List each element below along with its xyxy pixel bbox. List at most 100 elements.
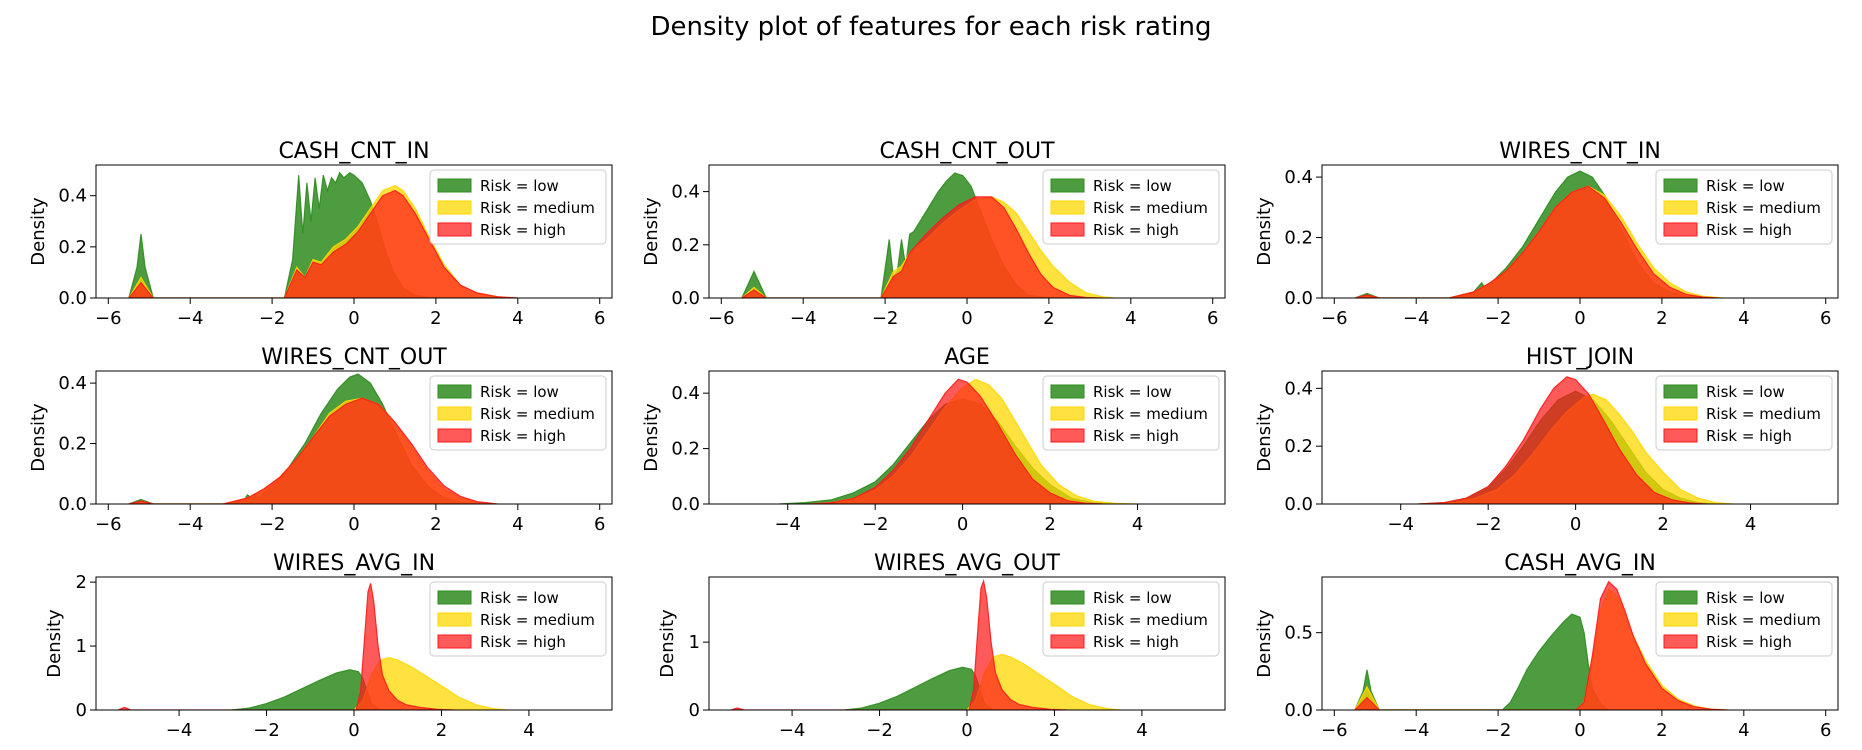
legend-label: Risk = medium (1706, 405, 1821, 423)
legend-label: Risk = medium (1706, 611, 1821, 629)
legend-swatch-low (1663, 590, 1698, 605)
x-tick-label: −2 (862, 514, 889, 535)
y-axis-label: Density (641, 197, 662, 266)
subplot-cash-cnt-in: CASH_CNT_IN −6 −4 −2 0 2 4 6 0.0 0.2 0.4 Density Ris… (28, 139, 613, 329)
legend: Risk = low Risk = medium Risk = high (1655, 169, 1833, 245)
y-axis-label: Density (641, 403, 662, 472)
x-tick-label: 0 (348, 514, 359, 535)
x-tick-label: 2 (1043, 308, 1054, 329)
legend-swatch-high (1050, 222, 1085, 237)
x-tick-label: −2 (253, 720, 280, 741)
y-tick-label: 0.4 (1284, 167, 1313, 188)
subplot-title: WIRES_AVG_IN (273, 551, 435, 576)
density-area-high (1418, 376, 1707, 504)
legend-swatch-medium (1663, 406, 1698, 421)
x-tick-label: 0 (1574, 308, 1585, 329)
x-tick-label: 4 (512, 514, 523, 535)
y-tick-label: 2 (76, 572, 87, 593)
x-tick-label: 2 (1049, 720, 1060, 741)
x-tick-label: −6 (95, 308, 122, 329)
legend: Risk = low Risk = medium Risk = high (429, 375, 607, 451)
legend-label: Risk = medium (1093, 405, 1208, 423)
x-tick-label: −6 (1321, 720, 1348, 741)
x-tick-label: 4 (1132, 514, 1143, 535)
legend-label: Risk = low (1706, 589, 1785, 607)
density-area-low (1354, 613, 1610, 710)
legend: Risk = low Risk = medium Risk = high (429, 581, 607, 657)
legend: Risk = low Risk = medium Risk = high (1655, 581, 1833, 657)
legend-frame (429, 169, 607, 245)
x-tick-label: −2 (1485, 308, 1512, 329)
legend-swatch-high (1663, 222, 1698, 237)
y-tick-label: 0.4 (1284, 378, 1313, 399)
legend-label: Risk = high (1706, 633, 1792, 651)
x-tick-label: 6 (1820, 308, 1831, 329)
y-tick-label: 0.4 (671, 182, 700, 203)
subplot-title: HIST_JOIN (1526, 345, 1634, 370)
legend-label: Risk = high (1093, 221, 1179, 239)
x-tick-label: 2 (430, 308, 441, 329)
subplot-title: CASH_AVG_IN (1504, 551, 1656, 576)
x-tick-label: −4 (1403, 308, 1430, 329)
legend-swatch-high (1663, 634, 1698, 649)
legend-swatch-low (437, 384, 472, 399)
x-tick-label: 2 (1656, 720, 1667, 741)
subplot-wires-cnt-in: WIRES_CNT_IN −6 −4 −2 0 2 4 6 0.0 0.2 0.4 Density Ri… (1254, 139, 1839, 329)
subplot-wires-cnt-out: WIRES_CNT_OUT −6 −4 −2 0 2 4 6 0.0 0.2 0.4 Density R… (28, 345, 613, 535)
legend: Risk = low Risk = medium Risk = high (1042, 581, 1220, 657)
legend-label: Risk = low (480, 177, 559, 195)
legend-swatch-low (437, 178, 472, 193)
x-tick-label: 4 (1745, 514, 1756, 535)
legend-swatch-low (1663, 178, 1698, 193)
legend-swatch-low (1663, 384, 1698, 399)
y-axis-label: Density (28, 197, 49, 266)
x-tick-label: 0 (961, 720, 972, 741)
legend-label: Risk = high (480, 427, 566, 445)
legend-swatch-medium (1663, 200, 1698, 215)
x-tick-label: −4 (177, 514, 204, 535)
y-tick-label: 1 (689, 632, 700, 653)
x-tick-label: −2 (866, 720, 893, 741)
legend-frame (1655, 375, 1833, 451)
y-axis-label: Density (1254, 609, 1275, 678)
x-tick-label: 0 (348, 308, 359, 329)
density-area-high (128, 189, 518, 298)
legend-swatch-low (437, 590, 472, 605)
legend-label: Risk = high (1093, 633, 1179, 651)
legend-label: Risk = medium (1706, 199, 1821, 217)
y-axis-label: Density (28, 403, 49, 472)
x-tick-label: 4 (1125, 308, 1136, 329)
x-tick-label: −4 (1387, 514, 1414, 535)
subplot-title: AGE (944, 345, 990, 370)
y-tick-label: 0.0 (58, 494, 87, 515)
legend-swatch-high (1050, 634, 1085, 649)
subplot-hist-join: HIST_JOIN −4 −2 0 2 4 0.0 0.2 0.4 Density Risk = l… (1254, 345, 1839, 535)
legend-frame (429, 581, 607, 657)
legend-swatch-medium (437, 200, 472, 215)
x-tick-label: −6 (1321, 308, 1348, 329)
x-tick-label: −2 (259, 514, 286, 535)
y-axis-label: Density (44, 609, 65, 678)
x-tick-label: −2 (259, 308, 286, 329)
subplot-title: WIRES_CNT_IN (1499, 139, 1661, 164)
legend: Risk = low Risk = medium Risk = high (1042, 375, 1220, 451)
y-tick-label: 0.2 (58, 434, 87, 455)
x-tick-label: −6 (708, 308, 735, 329)
legend-label: Risk = high (480, 633, 566, 651)
density-area-high (1353, 580, 1728, 710)
density-area-high (730, 578, 1068, 710)
x-tick-label: 0 (1570, 514, 1581, 535)
legend-swatch-high (437, 222, 472, 237)
legend-label: Risk = low (1093, 589, 1172, 607)
y-tick-label: 0.2 (671, 235, 700, 256)
x-tick-label: −2 (1475, 514, 1502, 535)
x-tick-label: −4 (779, 720, 806, 741)
subplot-title: WIRES_AVG_OUT (874, 551, 1061, 576)
x-tick-label: 0 (1574, 720, 1585, 741)
legend-swatch-high (1050, 428, 1085, 443)
subplot-title: WIRES_CNT_OUT (261, 345, 447, 370)
x-tick-label: −6 (95, 514, 122, 535)
x-tick-label: 6 (594, 308, 605, 329)
subplot-title: CASH_CNT_OUT (879, 139, 1055, 164)
y-tick-label: 0.2 (1284, 228, 1313, 249)
